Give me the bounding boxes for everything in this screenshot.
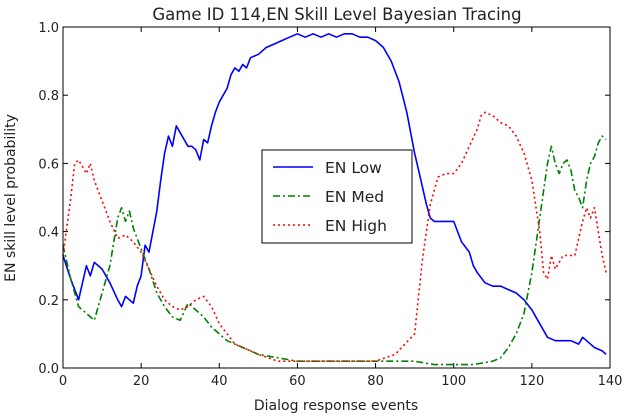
y-tick-label: 0.0 — [38, 362, 59, 377]
x-tick-label: 80 — [367, 374, 384, 389]
y-tick-label: 0.4 — [38, 226, 59, 241]
legend-box — [261, 149, 413, 244]
x-tick-label: 140 — [598, 374, 623, 389]
legend: EN Low EN Med EN High — [261, 149, 413, 244]
legend-label-2: EN High — [325, 217, 387, 235]
x-tick-label: 60 — [289, 374, 306, 389]
y-tick-label: 1.0 — [38, 21, 59, 36]
y-tick-label: 0.2 — [38, 294, 59, 309]
ticks: 0 20 40 60 80 100 120 140 0.0 0.2 0.4 0.6 0.8 1.0 — [38, 21, 622, 389]
x-tick-label: 0 — [59, 374, 67, 389]
plot-frame — [62, 26, 611, 369]
legend-label-1: EN Med — [325, 188, 384, 206]
x-tick-label: 100 — [441, 374, 466, 389]
y-axis-label: EN skill level probability — [3, 114, 19, 282]
y-tick-label: 0.6 — [38, 157, 59, 172]
x-axis-label: Dialog response events — [254, 398, 418, 414]
plot-lines — [62, 33, 607, 366]
series-line-1 — [62, 135, 607, 366]
chart-title: Game ID 114,EN Skill Level Bayesian Trac… — [152, 5, 521, 24]
y-tick-label: 0.8 — [38, 89, 59, 104]
x-tick-label: 40 — [211, 374, 228, 389]
legend-label-0: EN Low — [325, 159, 382, 177]
x-tick-label: 120 — [519, 374, 544, 389]
x-tick-label: 20 — [133, 374, 150, 389]
series-line-0 — [62, 33, 607, 355]
